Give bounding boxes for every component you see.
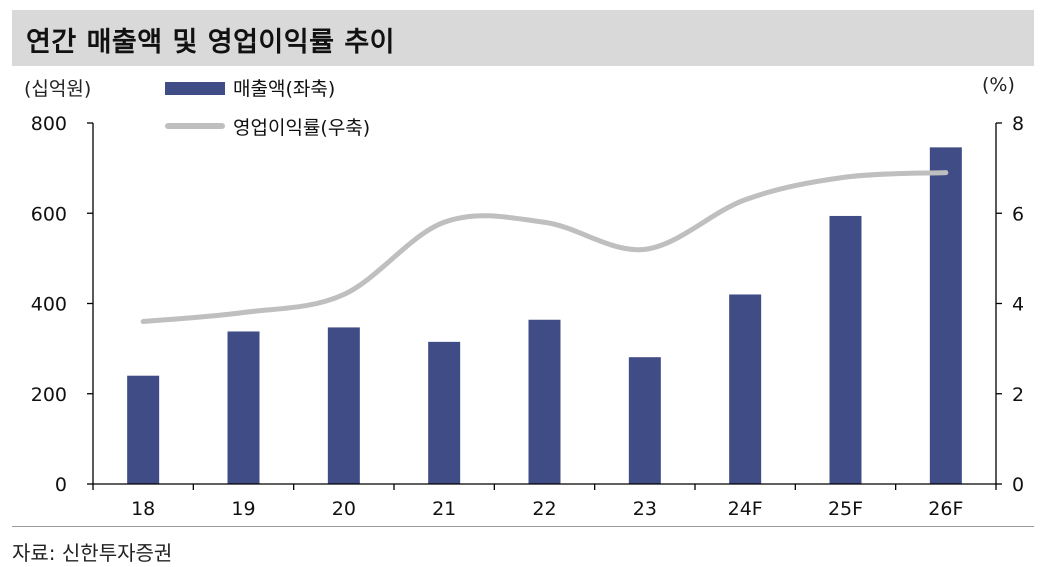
bar-25F (829, 215, 862, 484)
x-tick-label-18: 18 (131, 498, 155, 520)
bar-19 (227, 331, 260, 484)
x-tick-label-20: 20 (332, 498, 356, 520)
right-tick-label-2: 2 (1012, 384, 1024, 406)
bar-18 (127, 375, 160, 484)
left-tick-label-400: 400 (31, 294, 67, 316)
bar-21 (428, 341, 461, 484)
title-bar: 연간 매출액 및 영업이익률 추이 (12, 10, 1034, 66)
right-axis-unit: (%) (982, 74, 1015, 96)
left-tick-label-0: 0 (55, 474, 67, 496)
x-tick-label-26F: 26F (928, 498, 963, 520)
x-tick-label-22: 22 (532, 498, 556, 520)
bar-26F (929, 147, 962, 484)
x-tick-label-23: 23 (633, 498, 657, 520)
x-tick-label-24F: 24F (728, 498, 763, 520)
chart-title: 연간 매출액 및 영업이익률 추이 (26, 27, 396, 58)
legend-bar-swatch (165, 82, 225, 95)
right-tick-label-8: 8 (1012, 113, 1024, 135)
source-divider (12, 526, 1034, 527)
x-tick-label-25F: 25F (828, 498, 863, 520)
left-tick-label-600: 600 (31, 203, 67, 225)
legend-bar-label: 매출액(좌축) (233, 78, 336, 100)
right-tick-label-0: 0 (1012, 474, 1024, 496)
bar-22 (528, 319, 561, 484)
x-tick-label-21: 21 (432, 498, 456, 520)
left-axis-unit: (십억원) (24, 78, 92, 100)
right-tick-label-6: 6 (1012, 203, 1024, 225)
operating-margin-line (140, 170, 949, 325)
legend-line-swatch (165, 123, 225, 129)
legend-line-label: 영업이익률(우축) (233, 117, 371, 139)
source-note: 자료: 신한투자증권 (12, 541, 173, 565)
left-tick-label-200: 200 (31, 384, 67, 406)
right-tick-label-4: 4 (1012, 294, 1024, 316)
bar-23 (628, 357, 661, 484)
bar-24F (729, 294, 762, 484)
bar-20 (327, 327, 360, 484)
left-tick-label-800: 800 (31, 113, 67, 135)
x-tick-label-19: 19 (231, 498, 255, 520)
